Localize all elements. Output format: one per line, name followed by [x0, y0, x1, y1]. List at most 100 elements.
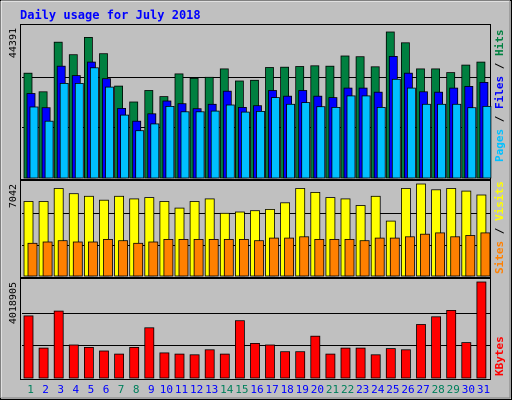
kbytes-legend-item-0: KBytes — [493, 336, 506, 376]
hits-bar-pages-18 — [286, 103, 296, 179]
hits-bar-pages-2 — [44, 120, 54, 179]
hits-legend-item-2: Files — [493, 76, 506, 109]
kbytes-bar-kbytes-22 — [340, 347, 351, 379]
x-tick-label-10: 10 — [160, 383, 173, 396]
x-tick-label-20: 20 — [311, 383, 324, 396]
visits-bar-sites-7 — [118, 240, 128, 277]
visits-bar-sites-16 — [254, 240, 264, 277]
visits-bar-sites-24 — [374, 237, 385, 277]
visits-bar-sites-23 — [359, 240, 370, 277]
hits-legend-item-1: / — [493, 109, 506, 129]
visits-bar-sites-19 — [299, 236, 310, 277]
kbytes-bar-kbytes-26 — [400, 349, 411, 379]
chart-title: Daily usage for July 2018 — [20, 8, 201, 22]
kbytes-bar-kbytes-9 — [144, 327, 155, 379]
x-tick-label-12: 12 — [190, 383, 203, 396]
hits-bar-pages-7 — [120, 114, 129, 179]
visits-bar-sites-3 — [57, 240, 68, 277]
kbytes-bar-kbytes-28 — [431, 316, 442, 379]
hits-bar-pages-19 — [301, 102, 311, 179]
kbytes-bar-kbytes-7 — [114, 353, 124, 379]
kbytes-bar-kbytes-18 — [280, 351, 291, 379]
visits-bar-sites-21 — [329, 238, 340, 277]
kbytes-bar-kbytes-29 — [446, 309, 457, 379]
x-tick-label-24: 24 — [371, 383, 385, 396]
kbytes-bar-kbytes-10 — [159, 352, 170, 379]
visits-bar-sites-18 — [284, 237, 295, 277]
visits-legend-item-0: Sites — [493, 241, 506, 274]
kbytes-bar-kbytes-17 — [265, 344, 275, 379]
hits-legend: Pages / Files / Hits — [493, 30, 506, 163]
hits-bar-pages-23 — [361, 95, 371, 179]
x-tick-label-16: 16 — [250, 383, 263, 396]
kbytes-bar-kbytes-15 — [234, 320, 245, 379]
x-tick-label-8: 8 — [133, 383, 140, 396]
hits-bar-pages-9 — [150, 123, 160, 179]
kbytes-bar-kbytes-31 — [476, 281, 487, 379]
visits-bar-sites-30 — [465, 235, 476, 277]
kbytes-bar-kbytes-12 — [189, 354, 200, 379]
x-tick-label-4: 4 — [72, 383, 79, 396]
visits-legend-item-1: / — [493, 221, 506, 241]
x-tick-label-7: 7 — [118, 383, 125, 396]
x-tick-label-21: 21 — [326, 383, 339, 396]
hits-bar-pages-22 — [346, 95, 356, 179]
x-tick-label-22: 22 — [341, 383, 354, 396]
hits-bar-pages-30 — [467, 107, 477, 179]
visits-bar-sites-11 — [178, 238, 189, 277]
hits-legend-item-4: Hits — [493, 30, 506, 57]
kbytes-bar-kbytes-19 — [295, 351, 306, 379]
hits-bar-pages-1 — [29, 106, 39, 179]
x-tick-label-19: 19 — [296, 383, 309, 396]
x-tick-label-2: 2 — [42, 383, 49, 396]
hits-bar-pages-12 — [195, 111, 205, 179]
hits-bar-pages-16 — [256, 111, 265, 179]
kbytes-bar-kbytes-6 — [99, 350, 109, 379]
visits-ymax-label: 7042 — [8, 184, 19, 208]
visits-bar-sites-27 — [420, 233, 430, 277]
visits-bar-sites-8 — [133, 242, 144, 277]
hits-bar-pages-31 — [482, 106, 492, 179]
hits-bar-pages-21 — [331, 107, 341, 179]
x-tick-label-23: 23 — [356, 383, 369, 396]
hits-bar-pages-25 — [391, 78, 401, 179]
visits-bar-sites-4 — [72, 241, 83, 277]
kbytes-bar-kbytes-5 — [84, 346, 94, 379]
visits-bar-sites-9 — [148, 241, 159, 277]
kbytes-bar-kbytes-23 — [355, 347, 366, 379]
visits-bar-sites-17 — [269, 237, 279, 277]
hits-legend-item-0: Pages — [493, 129, 506, 162]
x-tick-label-5: 5 — [88, 383, 95, 396]
kbytes-bar-kbytes-8 — [129, 346, 140, 379]
x-tick-label-27: 27 — [416, 383, 429, 396]
hits-bar-pages-27 — [422, 103, 431, 179]
visits-bar-sites-28 — [435, 232, 446, 277]
visits-bar-sites-5 — [88, 241, 98, 277]
hits-bar-pages-4 — [74, 83, 84, 179]
visits-bar-sites-26 — [404, 236, 415, 277]
x-tick-label-1: 1 — [27, 383, 34, 396]
x-tick-label-9: 9 — [148, 383, 155, 396]
hits-bar-pages-6 — [105, 86, 114, 179]
kbytes-bar-kbytes-2 — [38, 347, 49, 379]
visits-legend: Sites / Visits — [493, 181, 506, 274]
kbytes-bar-kbytes-27 — [416, 324, 426, 379]
kbytes-bar-kbytes-20 — [310, 335, 321, 379]
hits-bar-pages-13 — [210, 110, 220, 179]
x-tick-label-31: 31 — [477, 383, 490, 396]
visits-bar-sites-13 — [208, 238, 219, 277]
x-tick-label-3: 3 — [57, 383, 64, 396]
visits-bar-sites-10 — [163, 238, 174, 277]
visits-legend-item-2: Visits — [493, 181, 506, 221]
visits-bar-sites-25 — [389, 237, 400, 277]
visits-bar-sites-2 — [42, 241, 53, 277]
kbytes-bar-kbytes-4 — [68, 344, 79, 379]
kbytes-bar-kbytes-11 — [174, 353, 185, 379]
kbytes-bar-kbytes-21 — [325, 353, 336, 379]
bars-layer — [22, 31, 492, 379]
visits-bar-sites-14 — [223, 238, 234, 277]
hits-bar-pages-29 — [452, 103, 462, 179]
kbytes-bar-kbytes-13 — [204, 349, 215, 379]
